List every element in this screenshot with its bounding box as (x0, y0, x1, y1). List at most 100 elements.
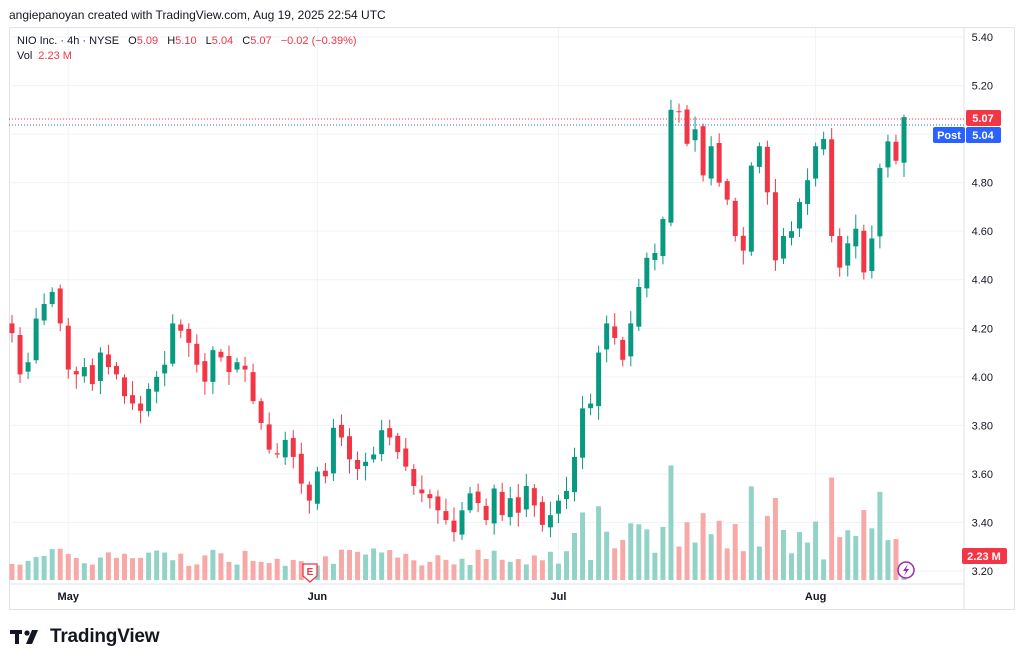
volume-bar (588, 560, 594, 580)
candle-body (202, 361, 208, 382)
volume-bar (210, 549, 216, 580)
volume-bar (467, 564, 473, 580)
candle-body (877, 168, 883, 237)
candle-body (41, 304, 47, 321)
price-axis: 5.405.205.004.804.604.404.204.003.803.60… (9, 28, 993, 609)
candle-body (138, 403, 144, 411)
candle-body (652, 253, 658, 260)
legend-change: −0.02 (−0.39%) (280, 35, 357, 47)
candle-body (218, 351, 224, 358)
volume-bar (596, 506, 602, 580)
candle-body (684, 109, 690, 144)
tradingview-brand: TradingView (50, 626, 160, 647)
earnings-letter: E (307, 567, 314, 578)
candle-body (49, 291, 55, 305)
legend-volume-row: Vol 2.23 M (17, 49, 357, 64)
volume-bar (347, 550, 353, 580)
candle-body (73, 371, 79, 375)
time-axis: May Jun Jul Aug (58, 591, 827, 603)
volume-bar (218, 553, 224, 580)
volume-bar (130, 558, 136, 580)
post-price-tag: Post 5.04 (933, 127, 1001, 143)
volume-bar (708, 534, 714, 580)
price-tick-label: 3.80 (972, 420, 993, 432)
volume-bar (628, 523, 634, 580)
price-tick-label: 4.20 (972, 323, 993, 335)
candle-body (901, 117, 907, 163)
volume-bar (893, 539, 899, 580)
volume-bar (523, 564, 529, 580)
candle-body (17, 334, 23, 375)
volume-bar (363, 554, 369, 580)
time-tick-label: Jun (308, 591, 328, 603)
volume-bar (17, 564, 23, 580)
candle-body (748, 165, 754, 252)
candle-body (797, 202, 803, 229)
earnings-marker[interactable]: E (302, 563, 318, 583)
volume-bar (274, 558, 280, 580)
volume-bar (338, 549, 344, 580)
volume-bar (395, 557, 401, 580)
legend-vol: 2.23 M (38, 50, 72, 62)
volume-bar (740, 551, 746, 580)
volume-bar (105, 552, 111, 580)
candle-body (170, 323, 176, 364)
candle-body (266, 424, 272, 450)
candle-body (676, 111, 682, 113)
volume-bar (797, 532, 803, 580)
legend-symbol[interactable]: NIO Inc. · 4h · NYSE (17, 35, 120, 47)
volume-bar (322, 556, 328, 580)
candle-body (660, 219, 666, 256)
tradingview-logo-icon (10, 630, 38, 644)
candle-body (427, 494, 433, 499)
volume-bars (9, 465, 907, 580)
candles (9, 99, 907, 542)
candle-body (483, 505, 489, 521)
candle-body (700, 126, 706, 176)
volume-bar (547, 551, 553, 580)
volume-bar (716, 520, 722, 580)
candle-body (314, 471, 320, 504)
candle-body (250, 372, 256, 402)
volume-bar (829, 477, 835, 580)
candle-body (893, 141, 899, 161)
flash-icon[interactable] (897, 561, 915, 579)
volume-bar (676, 546, 682, 580)
tradingview-logo[interactable]: TradingView (10, 626, 160, 648)
volume-bar (563, 551, 569, 580)
candle-body (330, 427, 336, 474)
volume-tag: 2.23 M (962, 548, 1007, 564)
volume-bar (250, 560, 256, 580)
candle-body (97, 352, 103, 381)
candle-body (363, 461, 369, 467)
volume-bar (620, 539, 626, 580)
volume-bar (355, 551, 361, 580)
volume-bar (772, 497, 778, 580)
candle-body (242, 365, 248, 370)
candle-body (274, 453, 280, 455)
candle-body (9, 323, 15, 334)
candle-body (491, 488, 497, 524)
chart-frame[interactable] (9, 27, 1015, 610)
header-attribution: angiepanoyan created with TradingView.co… (9, 8, 386, 22)
legend-close: 5.07 (250, 35, 272, 47)
volume-bar (724, 548, 730, 580)
price-tick-label: 3.20 (972, 566, 993, 578)
volume-bar (33, 557, 39, 580)
volume-bar (330, 563, 336, 580)
post-label-text: Post (937, 130, 961, 142)
volume-bar (178, 553, 184, 580)
price-tick-label: 5.20 (972, 81, 993, 93)
candle-body (756, 146, 762, 167)
time-tick-label: May (58, 591, 80, 603)
volume-bar (732, 524, 738, 580)
volume-bar (684, 522, 690, 580)
volume-bar (813, 521, 819, 580)
candle-body (539, 502, 545, 525)
volume-bar (515, 559, 521, 580)
volume-bar (298, 561, 304, 580)
candle-body (475, 491, 481, 504)
candle-body (572, 456, 578, 493)
candle-body (612, 326, 618, 338)
